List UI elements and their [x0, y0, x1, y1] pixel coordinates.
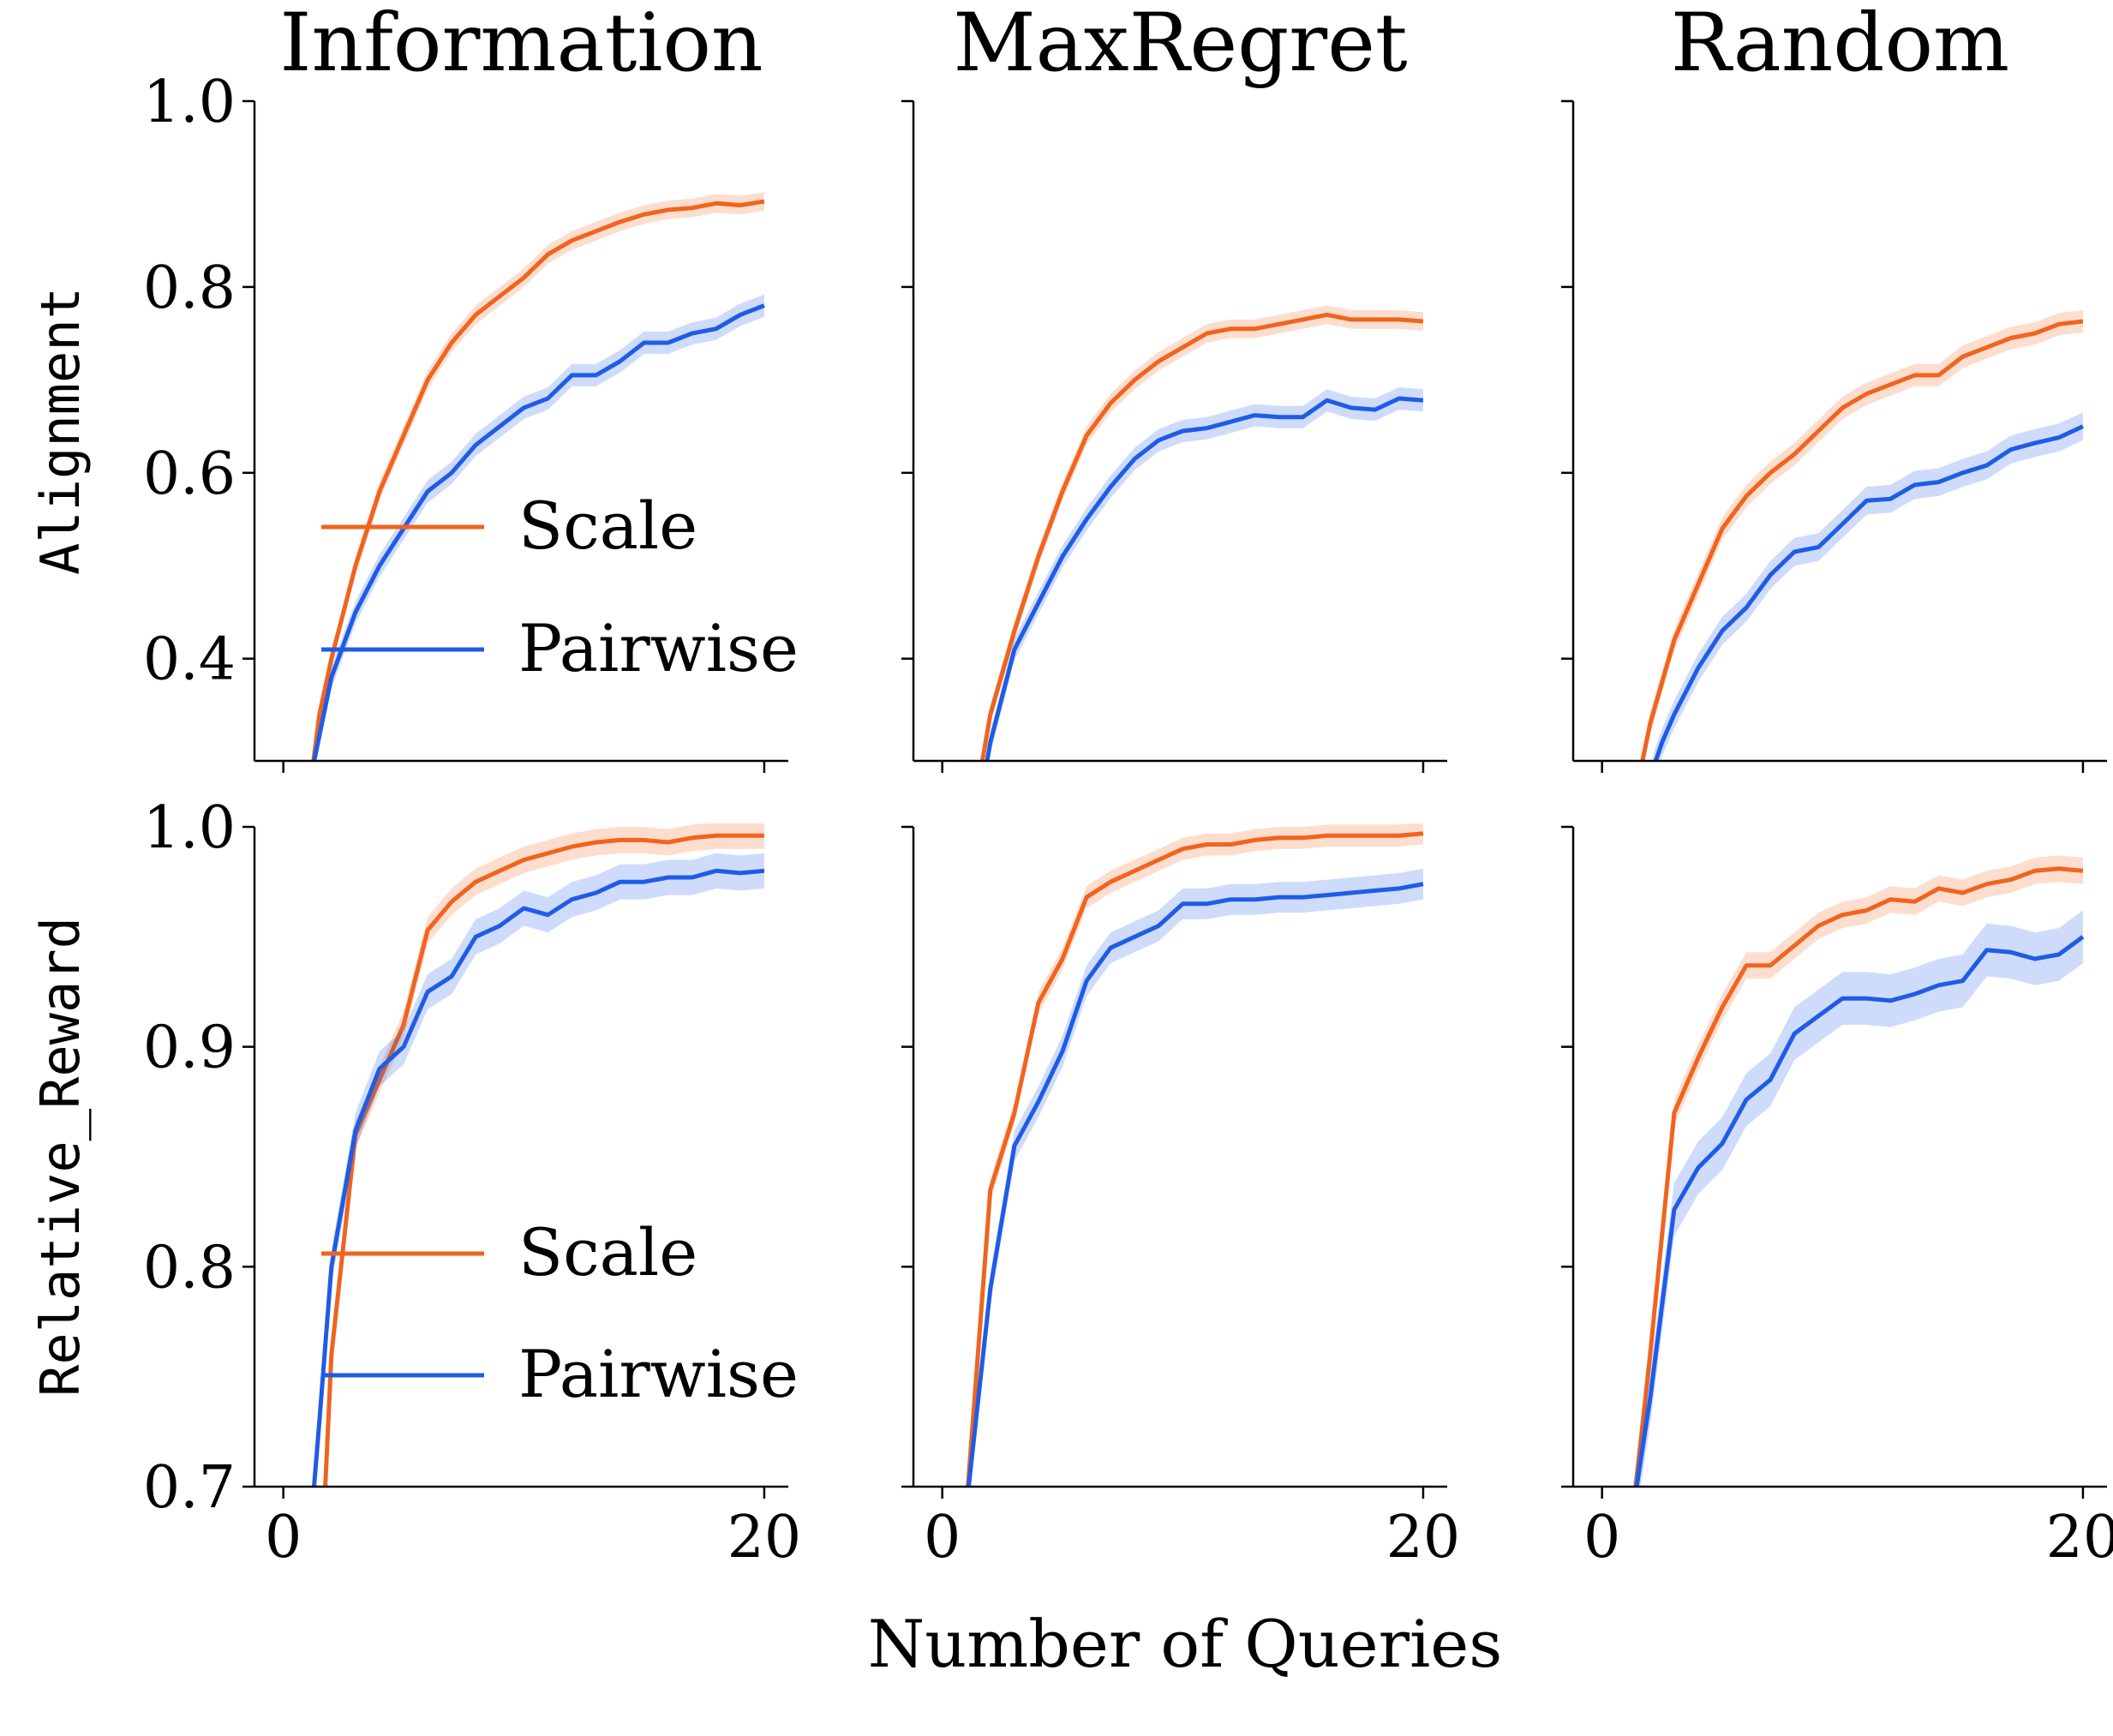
series-line-pairwise	[966, 882, 1424, 1487]
panel-5: 0 20	[1561, 825, 2113, 1571]
y-axis-label: Alignment	[29, 287, 92, 575]
series-line-scale	[1640, 319, 2084, 761]
series-line-pairwise	[312, 303, 765, 761]
confidence-band-pairwise	[1652, 412, 2083, 761]
confidence-band-scale	[980, 305, 1423, 761]
series-line-pairwise	[1653, 424, 2084, 761]
panel-title: Information	[279, 0, 763, 90]
plot-area	[966, 823, 1424, 1487]
confidence-band-pairwise	[967, 868, 1423, 1487]
panel-3: 1.0 0.9 0.8 0.7 0 20 Relative_Reward Scale Pairw…	[29, 794, 801, 1571]
series-line-pairwise	[985, 396, 1424, 761]
x-tick-label: 20	[1386, 1504, 1461, 1571]
legend-label-scale: Scale	[518, 1214, 697, 1290]
x-tick-label: 20	[727, 1504, 802, 1571]
panel-4: 0 20	[901, 823, 1460, 1571]
y-tick-label: 0.9	[143, 1015, 236, 1082]
panel-1: MaxRegret	[901, 0, 1447, 773]
confidence-band-pairwise	[985, 387, 1423, 761]
y-tick-label: 0.7	[143, 1454, 236, 1522]
plot-area	[1640, 310, 2084, 761]
confidence-band-pairwise	[1633, 910, 2083, 1487]
y-tick-label: 1.0	[143, 794, 236, 862]
legend-label-pairwise: Pairwise	[518, 610, 799, 686]
series-line-pairwise	[311, 868, 765, 1487]
panel-title: MaxRegret	[953, 0, 1407, 90]
plot-area	[311, 823, 765, 1487]
panel-grid: 1.0 0.8 0.6 0.4 Information Alignment Scale Pai…	[29, 0, 2113, 1571]
series-line-pairwise	[1634, 935, 2085, 1487]
x-tick-label: 0	[265, 1504, 302, 1571]
y-tick-label: 1.0	[143, 69, 236, 136]
confidence-band-pairwise	[312, 853, 764, 1487]
x-axis-label: Number of Queries	[868, 1606, 1503, 1682]
plot-area	[1633, 855, 2085, 1487]
y-tick-label: 0.4	[143, 626, 236, 694]
y-axis-label: Relative_Reward	[29, 917, 92, 1397]
confidence-band-scale	[1640, 310, 2083, 761]
x-tick-label: 0	[1583, 1504, 1620, 1571]
y-tick-label: 0.8	[143, 254, 236, 322]
panel-title: Random	[1671, 0, 2009, 90]
x-tick-label: 20	[2046, 1504, 2113, 1571]
series-line-scale	[1633, 866, 2084, 1487]
x-tick-label: 0	[924, 1504, 961, 1571]
series-line-scale	[323, 833, 764, 1487]
legend-label-pairwise: Pairwise	[518, 1336, 799, 1412]
series-line-scale	[311, 199, 765, 761]
plot-area	[979, 305, 1424, 761]
y-tick-label: 0.8	[143, 1234, 236, 1302]
panel-0: 1.0 0.8 0.6 0.4 Information Alignment Scale Pai…	[29, 0, 799, 773]
y-tick-label: 0.6	[143, 440, 236, 508]
panel-2: Random	[1561, 0, 2107, 773]
series-line-scale	[966, 831, 1424, 1487]
confidence-band-scale	[967, 823, 1423, 1487]
legend-label-scale: Scale	[518, 488, 697, 564]
series-line-scale	[979, 312, 1424, 761]
